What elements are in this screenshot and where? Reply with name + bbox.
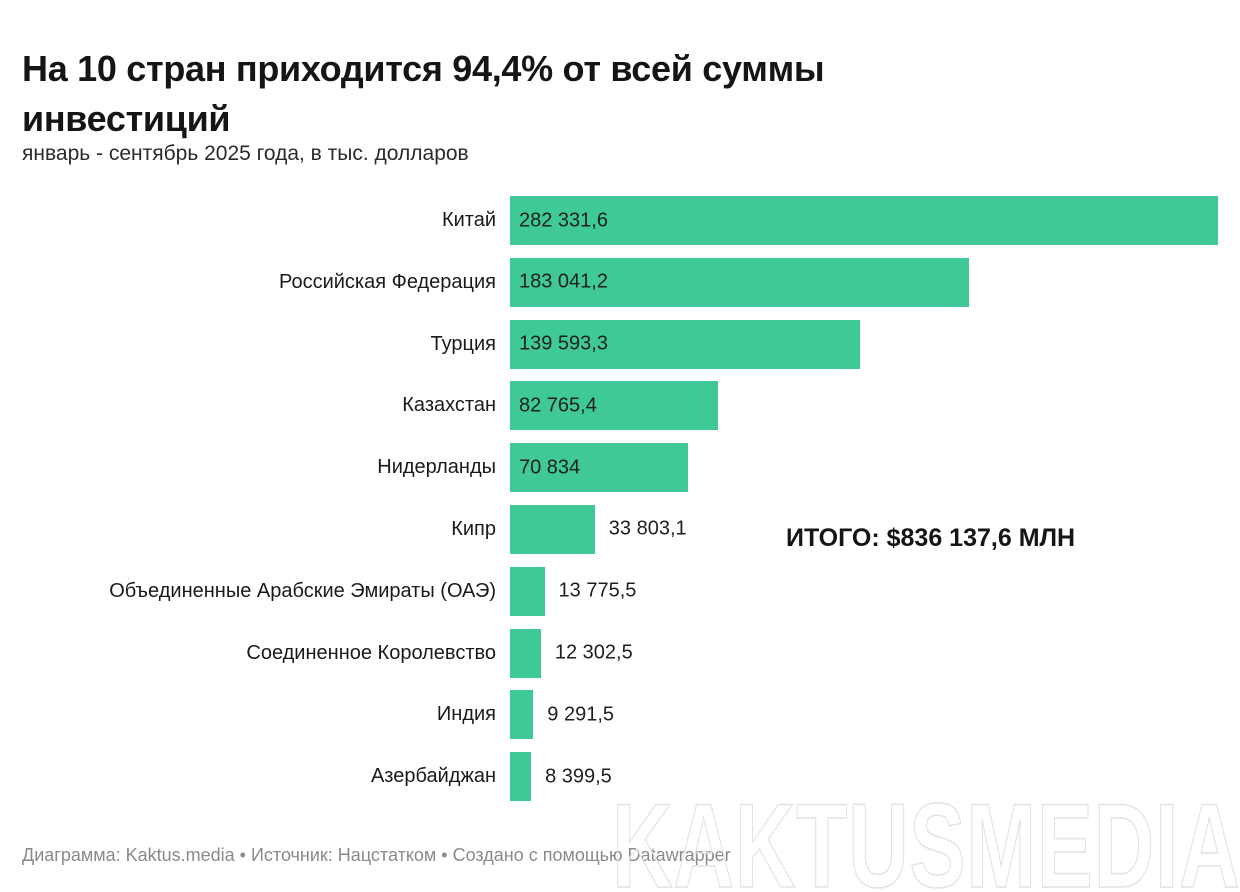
chart-row: Казахстан 82 765,4	[22, 381, 1218, 431]
chart-row: Объединенные Арабские Эмираты (ОАЭ) 13 77…	[22, 566, 1218, 616]
bar	[510, 504, 595, 554]
bar-track: 8 399,5	[510, 752, 1218, 802]
chart-row: Нидерланды 70 834	[22, 443, 1218, 493]
chart-row: Китай 282 331,6	[22, 196, 1218, 245]
bar-category-label: Азербайджан	[370, 765, 496, 788]
bar-track: 13 775,5	[510, 566, 1218, 616]
bar-track: 139 593,3	[510, 319, 1218, 369]
bar-value-label: 33 803,1	[608, 517, 687, 540]
kaktusmedia-watermark: KAKTUSMEDIA	[611, 779, 1240, 892]
bar-value-label: 8 399,5	[545, 765, 612, 788]
chart-row: Индия 9 291,5	[22, 690, 1218, 740]
bar	[510, 690, 534, 740]
bar	[510, 566, 545, 616]
bar-category-label: Соединенное Королевство	[246, 641, 496, 664]
bar-value-label: 70 834	[519, 456, 581, 479]
bar-category-label: Индия	[436, 703, 496, 726]
bar-value-label: 13 775,5	[558, 579, 637, 602]
chart-row: Соединенное Королевство 12 302,5	[22, 628, 1218, 678]
chart-row: Российская Федерация 183 041,2	[22, 257, 1218, 307]
bar	[510, 628, 541, 678]
bar	[510, 752, 532, 802]
chart-row: Азербайджан 8 399,5	[22, 752, 1218, 802]
bar-value-label: 12 302,5	[554, 641, 633, 664]
bar-track: 33 803,1	[510, 504, 1218, 554]
bar-category-label: Китай	[441, 209, 496, 231]
bar-category-label: Российская Федерация	[278, 270, 496, 293]
bar-category-label: Казахстан	[402, 394, 496, 417]
bar-track: 70 834	[510, 443, 1218, 493]
bar-track: 282 331,6	[510, 196, 1218, 245]
bar-category-label: Кипр	[451, 517, 496, 540]
bar-chart: Китай 282 331,6 Российская Федерация 183 04…	[22, 196, 1218, 802]
bar	[510, 381, 718, 431]
bar	[510, 196, 1218, 245]
page-title: На 10 стран приходится 94,4% от всей сум…	[22, 48, 825, 139]
attribution-footer: Диаграмма: Kaktus.media • Источник: Нацс…	[22, 845, 731, 865]
bar	[510, 257, 969, 307]
bar	[510, 319, 861, 369]
bar-value-label: 82 765,4	[519, 394, 597, 417]
bar-value-label: 282 331,6	[519, 209, 608, 231]
bar	[510, 443, 688, 493]
bar-category-label: Объединенные Арабские Эмираты (ОАЭ)	[109, 579, 496, 602]
bar-value-label: 139 593,3	[519, 332, 608, 355]
total-annotation: ИТОГО: $836 137,6 МЛН	[786, 524, 1076, 552]
bar-track: 82 765,4	[510, 381, 1218, 431]
bar-value-label: 9 291,5	[547, 703, 615, 726]
bar-track: 9 291,5	[510, 690, 1218, 740]
bar-category-label: Нидерланды	[377, 456, 496, 479]
bar-track: 12 302,5	[510, 628, 1218, 678]
page-subtitle: январь - сентябрь 2025 года, в тыс. долл…	[22, 142, 469, 165]
bar-rows: Китай 282 331,6 Российская Федерация 183 04…	[22, 196, 1218, 802]
bar-track: 183 041,2	[510, 257, 1218, 307]
chart-row: Турция 139 593,3	[22, 319, 1218, 369]
bar-value-label: 183 041,2	[519, 270, 608, 293]
bar-category-label: Турция	[430, 332, 496, 355]
chart-row: Кипр 33 803,1	[22, 504, 1218, 554]
